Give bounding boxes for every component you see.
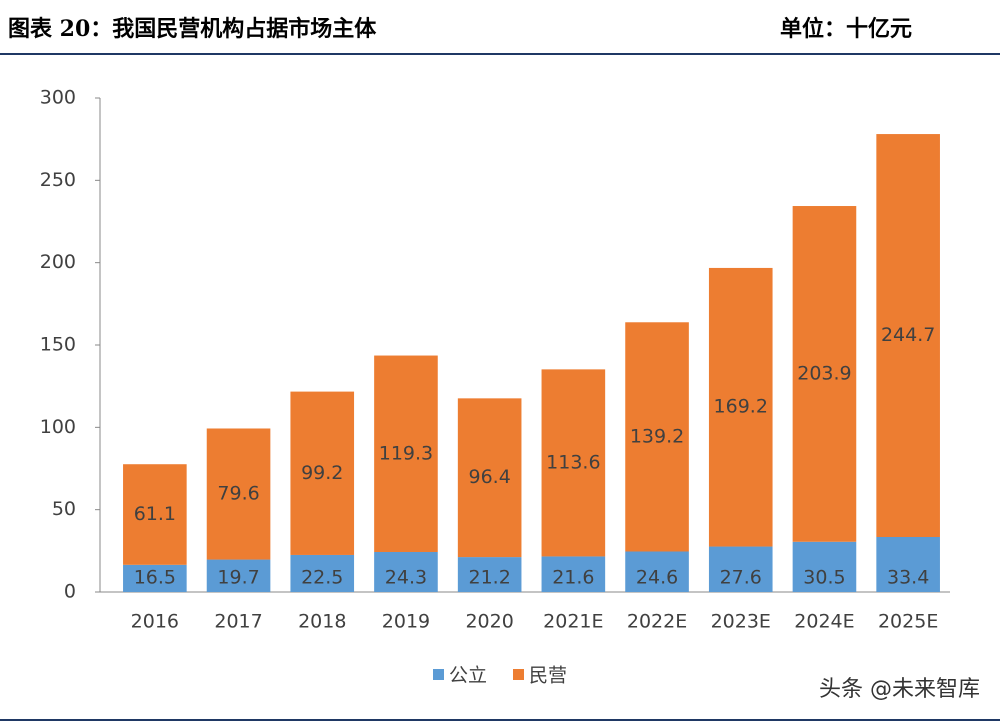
value-label: 119.3 — [379, 442, 433, 464]
x-tick-label: 2023E — [711, 611, 771, 633]
bar-segment — [123, 464, 187, 565]
legend-label: 民营 — [529, 665, 567, 687]
value-label: 113.6 — [546, 451, 600, 473]
bar-segment — [290, 391, 355, 555]
bar-segment — [876, 537, 940, 592]
value-label: 139.2 — [630, 425, 684, 447]
bar-segment — [457, 398, 522, 558]
bar-segment — [708, 546, 773, 592]
legend-swatch — [433, 669, 444, 680]
bar-segment — [792, 541, 857, 592]
bar-segment — [457, 557, 522, 592]
bar-segment — [123, 564, 187, 592]
x-tick-label: 2024E — [794, 611, 854, 633]
bar-segment — [541, 556, 606, 592]
value-label: 27.6 — [720, 567, 762, 589]
value-label: 99.2 — [301, 462, 343, 484]
bar-segment — [374, 551, 438, 592]
y-tick-label: 250 — [40, 169, 76, 191]
bar-segment — [625, 551, 689, 592]
x-tick-label: 2020 — [465, 611, 513, 633]
value-label: 21.2 — [468, 567, 510, 589]
x-tick-label: 2017 — [214, 611, 262, 633]
bar-segment — [541, 369, 606, 557]
y-tick-label: 150 — [40, 334, 76, 356]
x-tick-label: 2022E — [627, 611, 687, 633]
value-label: 203.9 — [797, 362, 851, 384]
bar-segment — [206, 559, 271, 592]
x-tick-label: 2021E — [543, 611, 603, 633]
value-label: 21.6 — [552, 567, 594, 589]
bar-segment — [708, 267, 773, 547]
x-tick-label: 2016 — [131, 611, 179, 633]
x-tick-label: 2018 — [298, 611, 346, 633]
legend-label: 公立 — [449, 665, 487, 687]
value-label: 22.5 — [301, 567, 343, 589]
value-label: 24.6 — [636, 567, 678, 589]
value-label: 244.7 — [881, 324, 935, 346]
x-tick-label: 2019 — [382, 611, 430, 633]
legend-swatch — [513, 669, 524, 680]
value-label: 79.6 — [217, 483, 259, 505]
y-tick-label: 300 — [40, 87, 76, 109]
watermark: 头条 @未来智库 — [819, 677, 980, 702]
y-tick-label: 200 — [40, 251, 76, 273]
bar-segment — [206, 428, 271, 560]
chart-title: 图表 20：我国民营机构占据市场主体 — [8, 16, 377, 42]
value-label: 61.1 — [134, 503, 176, 525]
bar-segment — [290, 554, 355, 592]
y-tick-label: 0 — [64, 581, 76, 603]
value-label: 16.5 — [134, 567, 176, 589]
bar-segment — [876, 134, 940, 538]
y-tick-label: 100 — [40, 416, 76, 438]
value-label: 169.2 — [714, 396, 768, 418]
value-label: 33.4 — [887, 567, 929, 589]
value-label: 24.3 — [385, 567, 427, 589]
bar-segment — [625, 322, 689, 552]
x-tick-label: 2025E — [878, 611, 938, 633]
unit-label: 单位：十亿元 — [780, 16, 912, 42]
bar-segment — [374, 355, 438, 552]
y-tick-label: 50 — [52, 498, 76, 520]
bar-segment — [792, 206, 857, 542]
value-label: 30.5 — [803, 567, 845, 589]
value-label: 19.7 — [217, 567, 259, 589]
value-label: 96.4 — [468, 466, 510, 488]
